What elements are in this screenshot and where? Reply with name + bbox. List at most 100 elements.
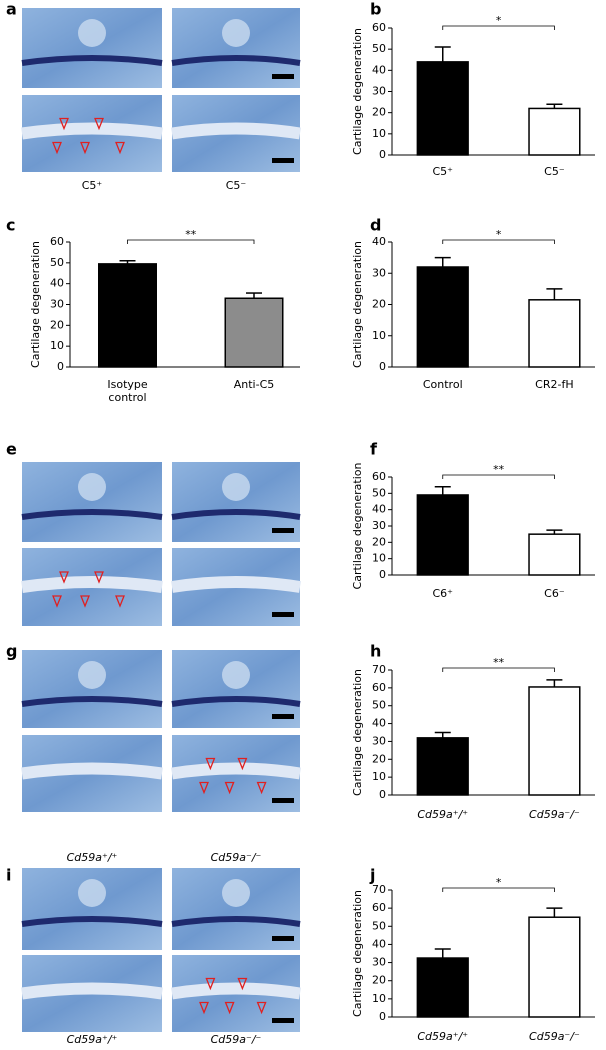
arrowhead [237, 977, 248, 991]
panel-label: g [6, 642, 17, 661]
arrowhead [94, 117, 104, 131]
bar [528, 299, 581, 368]
y-tick-label: 20 [372, 974, 386, 987]
bar [528, 533, 581, 576]
x-tick-label: Cd59a⁺/⁺ [417, 1030, 468, 1043]
joint-feature [222, 879, 250, 907]
y-tick-label: 30 [372, 519, 386, 532]
cartilage-band [21, 55, 163, 66]
bar [528, 916, 581, 1018]
y-tick-label: 0 [379, 360, 386, 373]
y-tick-label: 20 [50, 318, 64, 331]
y-tick-label: 10 [372, 329, 386, 342]
y-tick-label: 40 [372, 235, 386, 248]
y-tick-label: 60 [372, 21, 386, 34]
bar [528, 107, 581, 156]
arrowhead [94, 571, 104, 584]
y-tick-label: 50 [372, 699, 386, 712]
joint-feature [222, 473, 250, 501]
scale-bar [272, 936, 294, 941]
image-caption: Cd59a⁻/⁻ [211, 1033, 262, 1046]
y-tick-label: 30 [372, 266, 386, 279]
y-tick-label: 50 [372, 42, 386, 55]
joint-feature [222, 19, 250, 47]
bar [416, 737, 469, 796]
significance-bracket [442, 25, 555, 30]
cartilage-band [21, 696, 163, 707]
y-axis-label: Cartilage degeneration [351, 669, 364, 796]
y-tick-label: 0 [57, 360, 64, 373]
image-caption: C5⁺ [82, 179, 103, 192]
y-tick-label: 30 [372, 85, 386, 98]
cartilage-band [21, 122, 163, 140]
cartilage-band [171, 122, 301, 140]
arrowhead [199, 781, 209, 795]
y-tick-label: 60 [372, 901, 386, 914]
y-tick-label: 20 [372, 535, 386, 548]
y-tick-label: 40 [372, 717, 386, 730]
significance-bracket [127, 239, 255, 244]
y-axis-label: Cartilage degeneration [351, 463, 364, 590]
image-caption: Cd59a⁺/⁺ [67, 1033, 118, 1046]
image-caption: Cd59a⁻/⁻ [211, 851, 262, 864]
y-axis-label: Cartilage degeneration [29, 241, 42, 368]
cartilage-band [21, 576, 163, 593]
y-tick-label: 10 [372, 770, 386, 783]
arrowhead [115, 595, 125, 608]
significance-marker: * [496, 228, 502, 241]
y-tick-label: 70 [372, 663, 386, 676]
arrowhead [224, 781, 235, 795]
significance-bracket [442, 887, 555, 892]
bar [224, 297, 284, 368]
significance-marker: * [496, 14, 502, 27]
joint-feature [78, 879, 106, 907]
x-tick-label: Control [423, 378, 463, 391]
panel-label: c [6, 216, 15, 235]
y-axis-label: Cartilage degeneration [351, 241, 364, 368]
scale-bar [272, 528, 294, 533]
y-tick-label: 50 [372, 486, 386, 499]
panel-label: b [370, 0, 381, 19]
significance-marker: ** [185, 228, 197, 241]
x-tick-label: Cd59a⁻/⁻ [529, 808, 580, 821]
x-tick-label: C6⁻ [544, 587, 565, 600]
x-tick-label: CR2-fH [535, 378, 573, 391]
scale-bar [272, 74, 294, 79]
y-tick-label: 40 [372, 63, 386, 76]
y-tick-label: 20 [372, 752, 386, 765]
y-tick-label: 40 [50, 277, 64, 290]
y-tick-label: 40 [372, 937, 386, 950]
cartilage-band [171, 509, 301, 520]
y-tick-label: 60 [372, 470, 386, 483]
arrowhead [237, 757, 248, 771]
y-tick-label: 60 [50, 235, 64, 248]
arrowhead [256, 781, 267, 795]
cartilage-band [21, 982, 163, 1000]
cartilage-band [171, 696, 301, 707]
bar [416, 61, 469, 156]
panel-label: h [370, 642, 381, 661]
cartilage-band [21, 509, 163, 520]
arrowhead [59, 571, 69, 584]
y-tick-label: 20 [372, 106, 386, 119]
panel-label: e [6, 440, 17, 459]
arrowhead [52, 141, 62, 155]
y-axis-label: Cartilage degeneration [351, 890, 364, 1017]
arrowhead [115, 141, 125, 155]
image-caption: Cd59a⁺/⁺ [67, 851, 118, 864]
y-tick-label: 0 [379, 788, 386, 801]
y-tick-label: 30 [372, 734, 386, 747]
arrowhead [80, 595, 90, 608]
bar [528, 686, 581, 796]
y-tick-label: 0 [379, 1010, 386, 1023]
bar [416, 957, 469, 1018]
arrowhead [52, 595, 62, 608]
arrowhead [224, 1001, 235, 1015]
y-tick-label: 50 [50, 256, 64, 269]
significance-marker: ** [493, 463, 505, 476]
y-tick-label: 70 [372, 883, 386, 896]
y-tick-label: 30 [50, 298, 64, 311]
scale-bar [272, 798, 294, 803]
y-tick-label: 30 [372, 956, 386, 969]
